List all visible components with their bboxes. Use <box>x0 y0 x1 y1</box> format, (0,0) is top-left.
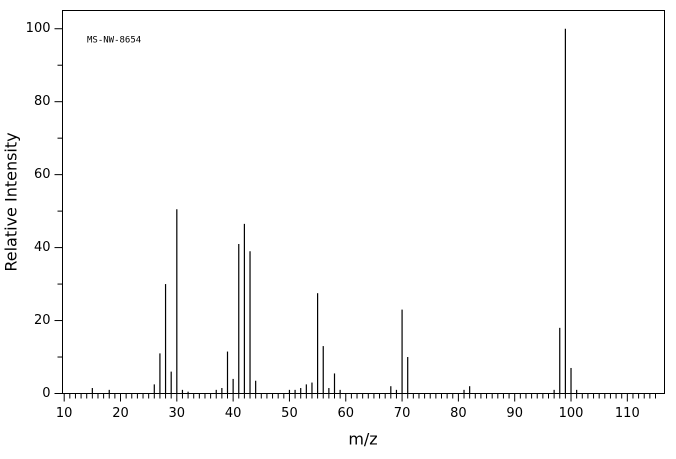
x-tick-label: 40 <box>225 406 242 421</box>
annotation: MS-NW-8654 <box>87 36 141 46</box>
x-axis-label: m/z <box>348 430 377 449</box>
x-tick-label: 70 <box>394 406 411 421</box>
x-tick-label: 10 <box>56 406 73 421</box>
x-tick-label: 110 <box>615 406 640 421</box>
y-tick-label: 100 <box>26 21 51 36</box>
y-tick-label: 20 <box>34 313 51 328</box>
y-tick-label: 80 <box>34 94 51 109</box>
x-tick-label: 60 <box>337 406 354 421</box>
x-tick-label: 80 <box>450 406 467 421</box>
x-tick-label: 20 <box>112 406 129 421</box>
y-tick-label: 40 <box>34 240 51 255</box>
x-tick-label: 90 <box>506 406 523 421</box>
y-tick-label: 0 <box>42 386 50 401</box>
x-tick-label: 100 <box>559 406 584 421</box>
y-axis-label: Relative Intensity <box>2 132 21 271</box>
plot-frame <box>62 10 665 394</box>
x-tick-label: 30 <box>169 406 186 421</box>
y-tick-label: 60 <box>34 167 51 182</box>
x-tick-label: 50 <box>281 406 298 421</box>
